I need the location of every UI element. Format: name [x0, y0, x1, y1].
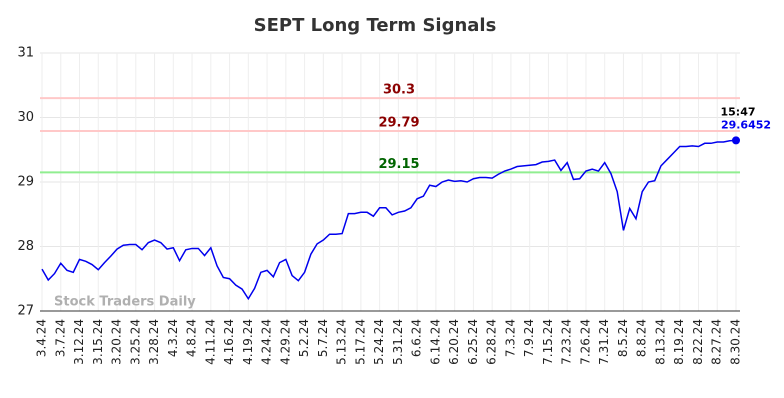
x-tick-label: 3.12.24	[72, 319, 86, 365]
x-tick-label: 3.20.24	[110, 319, 124, 365]
y-tick-label: 29	[17, 175, 34, 190]
y-tick-label: 31	[17, 46, 34, 61]
x-tick-label: 4.8.24	[185, 319, 199, 357]
x-tick-label: 3.28.24	[147, 319, 161, 365]
x-tick-label: 5.13.24	[335, 319, 349, 365]
x-tick-label: 5.17.24	[353, 319, 367, 365]
watermark: Stock Traders Daily	[54, 295, 196, 310]
x-tick-label: 4.19.24	[241, 319, 255, 365]
x-tick-label: 7.3.24	[503, 319, 517, 357]
y-tick-label: 27	[17, 304, 34, 319]
last-value: 29.6452	[721, 118, 771, 131]
y-tick-label: 30	[17, 110, 34, 125]
reference-label: 30.3	[383, 83, 415, 98]
x-tick-label: 7.26.24	[578, 319, 592, 365]
chart-title: SEPT Long Term Signals	[254, 15, 497, 36]
x-tick-label: 8.30.24	[729, 319, 743, 365]
reference-label: 29.15	[378, 157, 419, 172]
x-tick-label: 6.25.24	[466, 319, 480, 365]
last-time: 15:47	[720, 105, 755, 118]
x-tick-label: 6.20.24	[447, 319, 461, 365]
last-point	[732, 136, 740, 145]
x-tick-label: 4.16.24	[222, 319, 236, 365]
x-tick-label: 7.15.24	[541, 319, 555, 365]
x-tick-label: 4.24.24	[260, 319, 274, 365]
x-tick-label: 8.22.24	[691, 319, 705, 365]
x-tick-label: 6.14.24	[428, 319, 442, 365]
x-tick-label: 6.6.24	[410, 319, 424, 357]
x-tick-label: 8.27.24	[710, 319, 724, 365]
x-tick-label: 4.11.24	[203, 319, 217, 365]
x-tick-label: 7.9.24	[522, 319, 536, 357]
x-tick-label: 8.13.24	[653, 319, 667, 365]
x-tick-label: 4.3.24	[166, 319, 180, 357]
x-tick-label: 8.8.24	[635, 319, 649, 357]
price-line	[41, 139, 737, 301]
reference-label: 29.79	[378, 116, 419, 131]
x-tick-label: 5.2.24	[297, 319, 311, 357]
x-tick-label: 3.4.24	[35, 319, 49, 357]
x-tick-label: 6.28.24	[485, 319, 499, 365]
x-tick-label: 3.25.24	[128, 319, 142, 365]
x-tick-label: 3.15.24	[91, 319, 105, 365]
x-tick-label: 7.23.24	[560, 319, 574, 365]
x-tick-label: 5.31.24	[391, 319, 405, 365]
x-tick-label: 8.5.24	[616, 319, 630, 357]
x-tick-label: 8.19.24	[672, 319, 686, 365]
x-tick-label: 4.29.24	[278, 319, 292, 365]
x-tick-label: 3.7.24	[53, 319, 67, 357]
y-tick-label: 28	[17, 239, 34, 254]
x-tick-label: 5.7.24	[316, 319, 330, 357]
x-tick-label: 7.31.24	[597, 319, 611, 365]
x-tick-label: 5.24.24	[372, 319, 386, 365]
